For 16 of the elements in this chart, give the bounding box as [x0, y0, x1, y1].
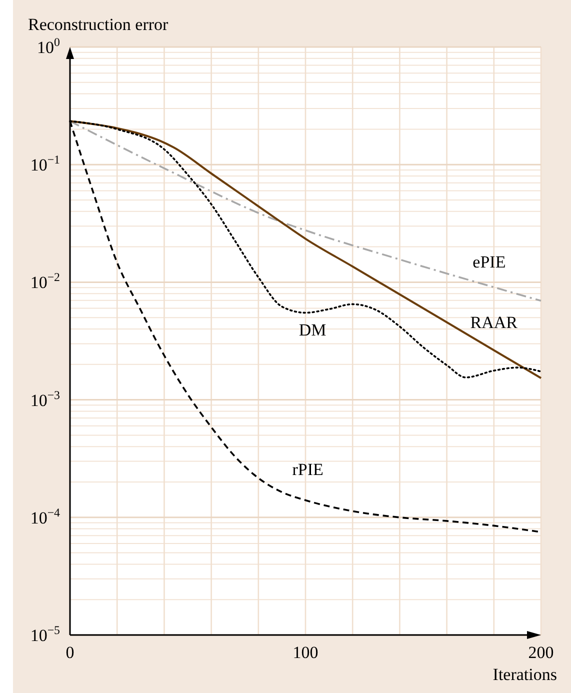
y-tick-label: 10$^{−5}$	[30, 623, 60, 645]
y-tick-label: 10$^{−2}$	[30, 270, 60, 292]
y-tick-label: 10$^{−4}$	[30, 505, 60, 528]
series-label: RAAR	[470, 313, 518, 332]
y-tick-label: 10$^{−3}$	[30, 388, 60, 410]
x-tick-label: 200	[528, 643, 554, 662]
series-label: ePIE	[472, 252, 506, 272]
x-tick-label: 100	[292, 643, 318, 662]
series-label: rPIE	[292, 460, 324, 479]
y-tick-label: 10$^{0}$	[37, 35, 60, 57]
x-tick-label: 0	[66, 643, 74, 662]
line-series	[69, 120, 542, 302]
x-axis-title: Iterations	[492, 665, 557, 684]
y-tick-label: 10$^{−1}$	[30, 152, 60, 175]
y-axis-title: Reconstruction error	[28, 15, 169, 34]
series-label: DM	[298, 320, 326, 340]
